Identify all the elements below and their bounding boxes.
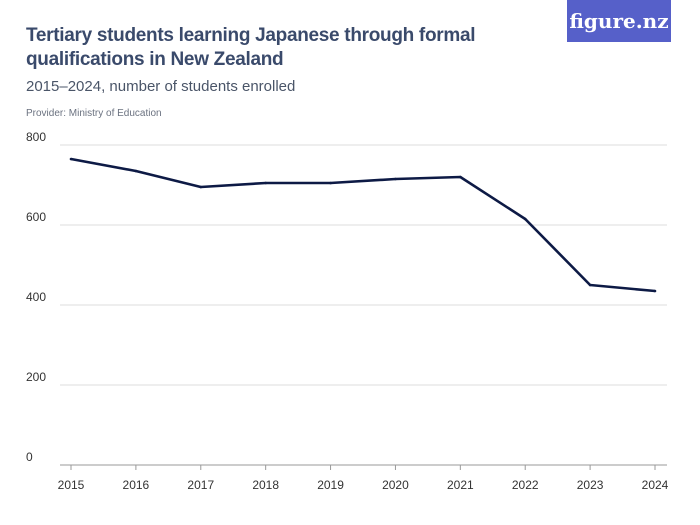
provider-note: Provider: Ministry of Education [26, 108, 162, 119]
data-point [523, 217, 527, 221]
x-tick-label: 2023 [577, 478, 604, 492]
series-line [70, 157, 656, 293]
y-tick-label: 400 [26, 290, 46, 304]
chart-subtitle: 2015–2024, number of students enrolled [26, 78, 296, 95]
chart-title: Tertiary students learning Japanese thro… [26, 25, 476, 70]
x-tick-label: 2018 [252, 478, 279, 492]
data-point [329, 181, 332, 185]
data-point [199, 185, 203, 189]
data-point [459, 175, 462, 179]
x-tick-label: 2021 [447, 478, 474, 492]
data-point [264, 181, 267, 185]
x-tick-label: 2019 [317, 478, 344, 492]
figure-nz-logo[interactable]: figure.nz [567, 0, 671, 42]
data-point [653, 289, 657, 293]
x-tick-label: 2015 [58, 478, 85, 492]
data-point [394, 177, 397, 181]
x-tick-label: 2016 [123, 478, 150, 492]
x-tick-label: 2017 [187, 478, 214, 492]
data-point [69, 157, 73, 161]
x-tick-label: 2022 [512, 478, 539, 492]
y-tick-label: 0 [26, 450, 33, 464]
x-tick-label: 2020 [382, 478, 409, 492]
y-tick-label: 200 [26, 370, 46, 384]
x-tick-label: 2024 [642, 478, 669, 492]
data-point [588, 283, 592, 287]
y-tick-label: 800 [26, 130, 46, 144]
y-tick-label: 600 [26, 210, 46, 224]
data-point [134, 169, 138, 173]
